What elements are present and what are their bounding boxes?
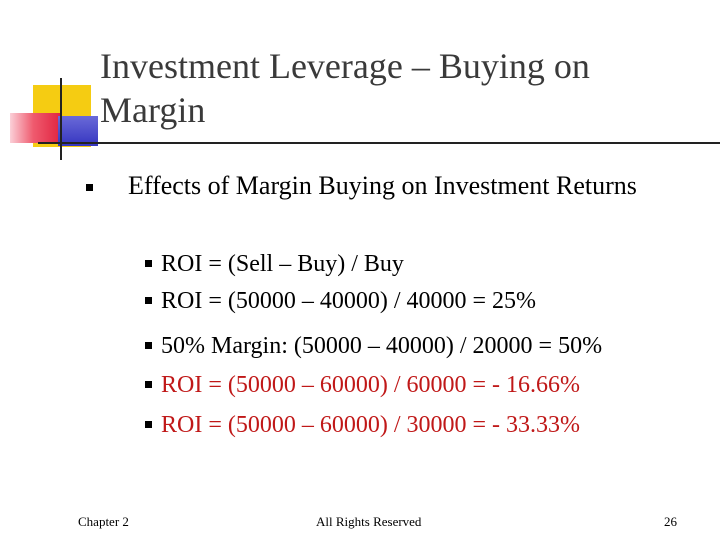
footer-chapter: Chapter 2 <box>78 514 129 529</box>
sub-bullet-text: ROI = (Sell – Buy) / Buy <box>161 251 404 277</box>
sub-bullet-text: ROI = (50000 – 40000) / 40000 = 25% <box>161 288 537 314</box>
sub-bullet-text: ROI = (50000 – 60000) / 60000 = - 16.66% <box>161 372 581 398</box>
sub-bullet: ROI = (50000 – 60000) / 30000 = - 33.33% <box>145 409 705 441</box>
square-bullet-icon <box>145 260 152 267</box>
square-bullet-icon <box>145 297 152 304</box>
square-bullet-icon <box>145 381 152 388</box>
sub-bullet: 50% Margin: (50000 – 40000) / 20000 = 50… <box>145 330 705 362</box>
sub-bullet-text: ROI = (50000 – 60000) / 30000 = - 33.33% <box>161 412 581 438</box>
square-bullet-icon <box>145 342 152 349</box>
sub-bullet: ROI = (50000 – 60000) / 60000 = - 16.66% <box>145 369 705 401</box>
square-bullet-icon <box>86 184 93 191</box>
slide-title: Investment Leverage – Buying on Margin <box>100 46 590 130</box>
footer-rights: All Rights Reserved <box>316 514 422 529</box>
sub-bullet: ROI = (50000 – 40000) / 40000 = 25% <box>145 285 705 317</box>
sub-bullet-text: 50% Margin: (50000 – 40000) / 20000 = 50… <box>161 333 603 359</box>
decor-red-bar <box>10 113 62 143</box>
sub-bullet: ROI = (Sell – Buy) / Buy <box>145 248 705 280</box>
decor-vertical-line <box>60 78 62 160</box>
footer-page-number: 26 <box>664 514 677 529</box>
square-bullet-icon <box>145 421 152 428</box>
title-divider-line <box>38 142 720 144</box>
main-bullet-text: Effects of Margin Buying on Investment R… <box>128 171 637 200</box>
decor-blue-square <box>58 116 98 146</box>
